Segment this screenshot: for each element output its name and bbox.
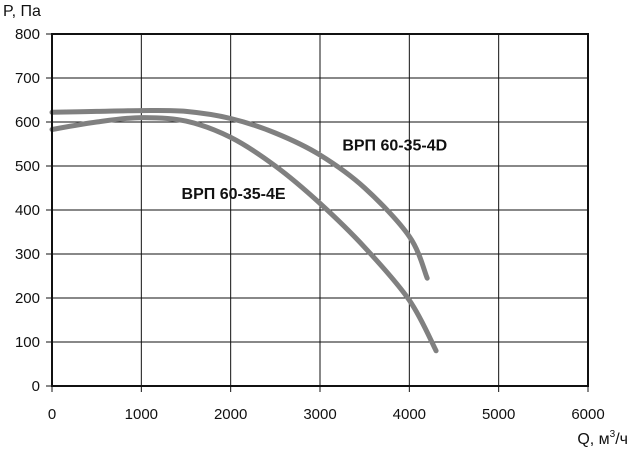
series-line (49, 108, 430, 281)
y-tick-label: 200 (15, 290, 40, 307)
series-label: ВРП 60-35-4D (342, 138, 447, 155)
curves (49, 108, 439, 354)
series-label: ВРП 60-35-4E (182, 186, 286, 203)
x-tick-label: 0 (48, 406, 56, 423)
x-tick-label: 6000 (571, 406, 604, 423)
y-tick-label: 700 (15, 70, 40, 87)
x-tick-label: 3000 (303, 406, 336, 423)
x-axis-title: Q, м3/ч (577, 429, 628, 448)
y-tick-label: 0 (32, 378, 40, 395)
x-tick-label: 4000 (393, 406, 426, 423)
y-tick-label: 400 (15, 202, 40, 219)
series-line (49, 115, 439, 354)
x-axis-title-tail: /ч (615, 431, 628, 448)
labels: 0 1000 2000 3000 4000 5000 6000 0 100 200 300 400 50… (15, 26, 605, 423)
y-tick-label: 800 (15, 26, 40, 43)
y-tick-label: 600 (15, 114, 40, 131)
plot-frame (51, 33, 589, 387)
x-axis-title-main: Q, м (577, 431, 609, 448)
x-tick-label: 5000 (482, 406, 515, 423)
x-tick-label: 1000 (125, 406, 158, 423)
y-tick-label: 300 (15, 246, 40, 263)
grid (46, 33, 589, 392)
x-tick-label: 2000 (214, 406, 247, 423)
x-axis-title-sup: 3 (610, 429, 616, 440)
y-tick-label: 100 (15, 334, 40, 351)
y-tick-label: 500 (15, 158, 40, 175)
y-axis-title: P, Па (3, 3, 41, 20)
